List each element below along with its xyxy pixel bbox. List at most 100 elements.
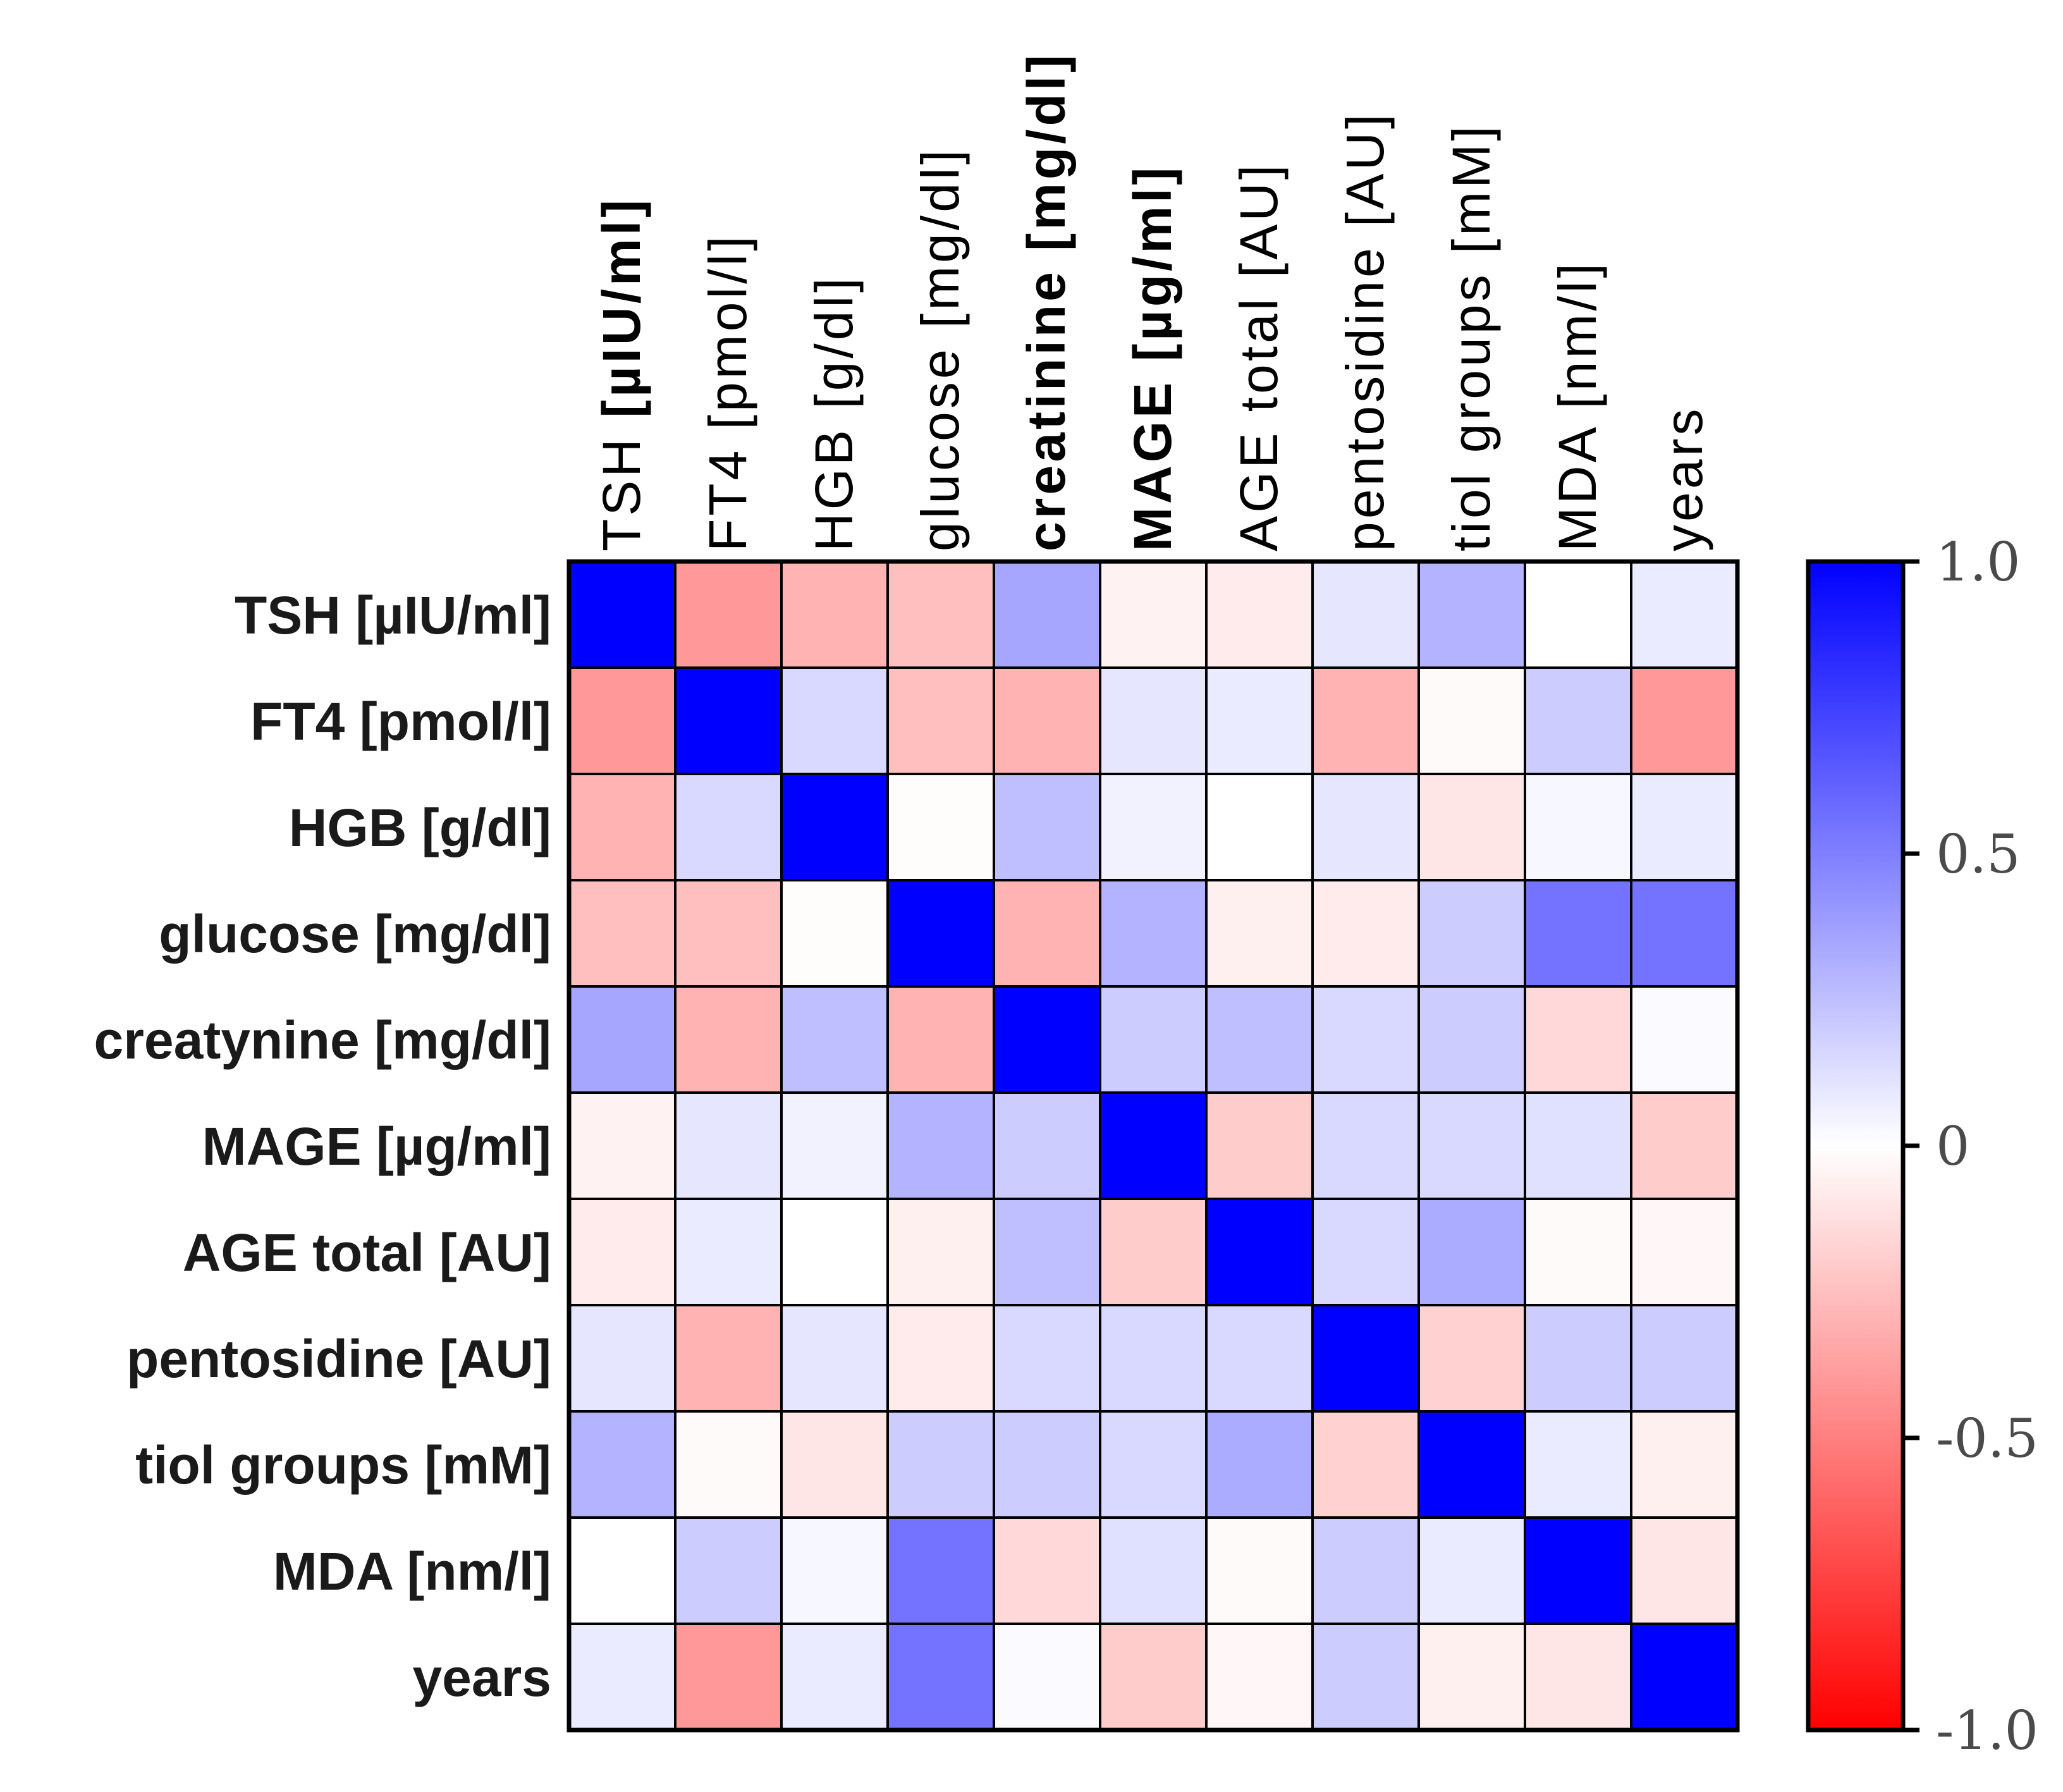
heatmap-cell-glucose-x-tsh — [568, 879, 676, 988]
heatmap-cell-tsh-x-age-total — [1205, 560, 1314, 669]
heatmap-cell-ft4-x-ft4 — [674, 666, 783, 775]
heatmap-cell-creatynine-x-years — [1630, 985, 1739, 1094]
column-label-name: creatinine — [1017, 269, 1076, 551]
heatmap-cell-ft4-x-pentosidine — [1311, 666, 1420, 775]
heatmap-cell-pentosidine-x-mda — [1524, 1304, 1632, 1413]
heatmap-cell-years-x-mda — [1524, 1623, 1632, 1731]
heatmap-cell-mda-x-mage — [1099, 1516, 1208, 1625]
heatmap-cell-tsh-x-years — [1630, 560, 1739, 669]
heatmap-cell-mda-x-years — [1630, 1516, 1739, 1625]
heatmap-cell-age-total-x-mda — [1524, 1198, 1632, 1306]
row-label-name: MDA — [273, 1542, 393, 1601]
heatmap-cell-mda-x-age-total — [1205, 1516, 1314, 1625]
heatmap-cell-mage-x-tsh — [568, 1091, 676, 1200]
column-label-mda: MDA [nm/l] — [1548, 260, 1607, 551]
heatmap-cell-pentosidine-x-mage — [1099, 1304, 1208, 1413]
heatmap-cell-ft4-x-creatinine — [993, 666, 1101, 775]
heatmap-cell-tiol-groups-x-glucose — [886, 1410, 995, 1519]
heatmap-cell-age-total-x-ft4 — [674, 1198, 783, 1306]
heatmap-cell-years-x-glucose — [886, 1623, 995, 1731]
colorbar-tick-label: -1.0 — [1936, 1700, 2038, 1762]
heatmap-cell-ft4-x-tiol-groups — [1417, 666, 1526, 775]
row-label-name: TSH — [235, 586, 341, 645]
heatmap-cell-ft4-x-hgb — [780, 666, 889, 775]
column-label-name: HGB — [804, 427, 864, 551]
heatmap-cell-glucose-x-mda — [1524, 879, 1632, 988]
heatmap-cell-pentosidine-x-pentosidine — [1311, 1304, 1420, 1413]
column-label-creatinine: creatinine [mg/dl] — [1017, 52, 1076, 551]
heatmap-cell-mage-x-mda — [1524, 1091, 1632, 1200]
heatmap-cell-mda-x-ft4 — [674, 1516, 783, 1625]
heatmap-cell-tiol-groups-x-creatinine — [993, 1410, 1101, 1519]
row-label-name: creatynine — [94, 1010, 360, 1070]
row-label-name: pentosidine — [126, 1329, 424, 1389]
heatmap-frame — [566, 559, 1740, 1733]
row-label-tiol-groups: tiol groups [mM] — [135, 1435, 551, 1495]
heatmap-cell-glucose-x-tiol-groups — [1417, 879, 1526, 988]
column-label-ft4: FT4 [pmol/l] — [698, 233, 757, 551]
heatmap-cell-tiol-groups-x-tiol-groups — [1417, 1410, 1526, 1519]
heatmap-cell-pentosidine-x-hgb — [780, 1304, 889, 1413]
column-label-unit: [mg/dl] — [910, 147, 970, 346]
row-label-years: years — [412, 1648, 551, 1707]
heatmap-cell-tiol-groups-x-hgb — [780, 1410, 889, 1519]
heatmap-cell-years-x-mage — [1099, 1623, 1208, 1731]
heatmap-cell-mda-x-mda — [1524, 1516, 1632, 1625]
row-label-mage: MAGE [µg/ml] — [202, 1117, 551, 1176]
heatmap-cell-hgb-x-age-total — [1205, 773, 1314, 881]
heatmap-cell-pentosidine-x-creatinine — [993, 1304, 1101, 1413]
heatmap-cell-mda-x-tiol-groups — [1417, 1516, 1526, 1625]
column-label-tiol-groups: tiol groups [mM] — [1442, 123, 1501, 551]
heatmap-cell-hgb-x-ft4 — [674, 773, 783, 881]
column-label-unit: [AU] — [1229, 162, 1289, 296]
heatmap-cell-tiol-groups-x-pentosidine — [1311, 1410, 1420, 1519]
row-label-unit: [nm/l] — [392, 1542, 551, 1601]
colorbar-gradient — [1808, 562, 1903, 1730]
row-label-name: MAGE — [202, 1117, 362, 1176]
heatmap-cell-mage-x-pentosidine — [1311, 1091, 1420, 1200]
column-label-unit: [pmol/l] — [698, 233, 757, 448]
row-label-unit: [µIU/ml] — [341, 586, 551, 645]
heatmap-cell-hgb-x-mda — [1524, 773, 1632, 881]
heatmap-cell-tsh-x-pentosidine — [1311, 560, 1420, 669]
column-label-pentosidine: pentosidine [AU] — [1335, 111, 1395, 551]
heatmap-cell-glucose-x-hgb — [780, 879, 889, 988]
heatmap-cell-tsh-x-hgb — [780, 560, 889, 669]
row-label-age-total: AGE total [AU] — [183, 1223, 551, 1282]
column-label-hgb: HGB [g/dl] — [804, 275, 864, 551]
heatmap-cell-hgb-x-creatinine — [993, 773, 1101, 881]
colorbar-tick-label: 1.0 — [1936, 531, 2021, 593]
heatmap-cell-age-total-x-pentosidine — [1311, 1198, 1420, 1306]
column-label-age-total: AGE total [AU] — [1229, 162, 1289, 551]
heatmap-cell-ft4-x-mda — [1524, 666, 1632, 775]
row-label-unit: [pmol/l] — [345, 692, 551, 751]
column-label-mage: MAGE [µg/ml] — [1123, 164, 1182, 551]
heatmap-cell-creatynine-x-creatinine — [993, 985, 1101, 1094]
heatmap-cell-glucose-x-ft4 — [674, 879, 783, 988]
row-label-name: years — [412, 1648, 551, 1707]
heatmap-cell-creatynine-x-tiol-groups — [1417, 985, 1526, 1094]
heatmap-cell-years-x-tsh — [568, 1623, 676, 1731]
heatmap-cell-mda-x-pentosidine — [1311, 1516, 1420, 1625]
heatmap-cell-mda-x-glucose — [886, 1516, 995, 1625]
heatmap-cell-age-total-x-tiol-groups — [1417, 1198, 1526, 1306]
row-label-hgb: HGB [g/dl] — [289, 798, 551, 857]
row-label-unit: [mM] — [410, 1435, 551, 1495]
column-label-unit: [AU] — [1335, 111, 1395, 245]
heatmap-cell-creatynine-x-glucose — [886, 985, 995, 1094]
column-label-unit: [nm/l] — [1548, 260, 1607, 427]
heatmap-cell-creatynine-x-mage — [1099, 985, 1208, 1094]
row-label-unit: [mg/dl] — [360, 1010, 551, 1070]
column-label-tsh: TSH [µIU/ml] — [592, 197, 651, 551]
heatmap-cell-hgb-x-glucose — [886, 773, 995, 881]
column-label-unit: [mg/dl] — [1017, 52, 1076, 269]
row-label-ft4: FT4 [pmol/l] — [250, 692, 551, 751]
heatmap-cell-creatynine-x-age-total — [1205, 985, 1314, 1094]
heatmap-cell-tsh-x-tsh — [568, 560, 676, 669]
row-label-name: glucose — [159, 904, 359, 964]
column-label-unit: [g/dl] — [804, 275, 864, 427]
column-label-name: years — [1654, 406, 1713, 551]
heatmap-cell-ft4-x-age-total — [1205, 666, 1314, 775]
heatmap-cell-age-total-x-years — [1630, 1198, 1739, 1306]
